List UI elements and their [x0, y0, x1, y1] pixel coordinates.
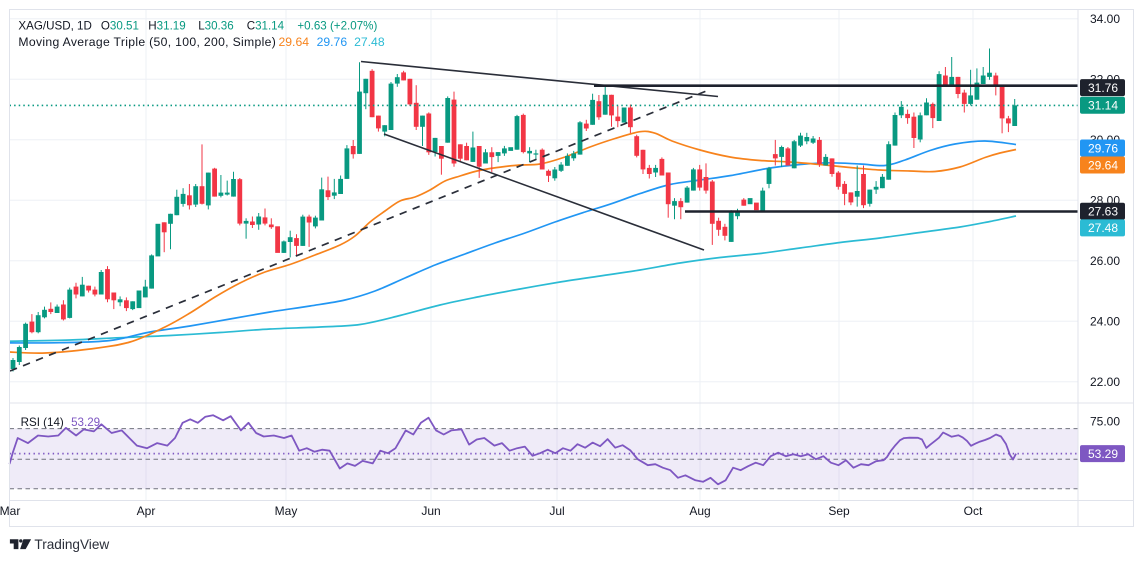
svg-text:Oct: Oct [964, 504, 983, 518]
svg-text:34.00: 34.00 [1090, 12, 1120, 26]
svg-text:Moving Average Triple (50, 100: Moving Average Triple (50, 100, 200, Sim… [18, 35, 384, 49]
svg-text:29.64: 29.64 [1088, 158, 1118, 172]
svg-text:75.00: 75.00 [1090, 414, 1120, 428]
svg-text:29.76: 29.76 [1088, 141, 1118, 155]
svg-text:Jun: Jun [421, 504, 440, 518]
svg-text:24.00: 24.00 [1090, 315, 1120, 329]
svg-text:27.63: 27.63 [1088, 205, 1118, 219]
svg-text:53.29: 53.29 [1088, 447, 1118, 461]
svg-text:22.00: 22.00 [1090, 375, 1120, 389]
svg-text:Aug: Aug [689, 504, 710, 518]
svg-text:27.48: 27.48 [1088, 221, 1118, 235]
svg-text:RSI (14)53.29: RSI (14) 53.29 [21, 416, 101, 429]
svg-text:Apr: Apr [137, 504, 156, 518]
svg-text:31.76: 31.76 [1088, 81, 1118, 95]
svg-text:31.14: 31.14 [1088, 99, 1118, 113]
svg-text:May: May [275, 504, 298, 518]
svg-text:Jul: Jul [549, 504, 564, 518]
svg-text:Sep: Sep [828, 504, 850, 518]
svg-text:TradingView: TradingView [34, 537, 109, 552]
svg-text:26.00: 26.00 [1090, 254, 1120, 268]
svg-text:Mar: Mar [0, 504, 20, 518]
